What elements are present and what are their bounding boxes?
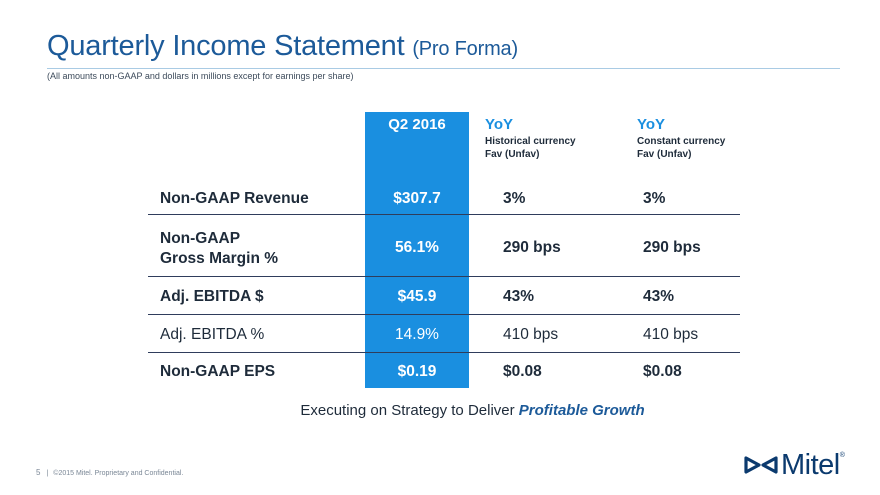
row-yoy-historical: 43% (503, 288, 535, 305)
row-label: Adj. EBITDA $ (160, 288, 264, 305)
q2-column-highlight (365, 112, 469, 388)
row-q2-value: 56.1% (395, 239, 439, 256)
copyright: ©2015 Mitel. Proprietary and Confidentia… (53, 470, 184, 477)
header-yoy-historical-title: YoY (485, 116, 514, 133)
row-divider (148, 352, 740, 353)
row-yoy-constant: $0.08 (643, 363, 682, 380)
row-yoy-constant: 43% (643, 288, 675, 305)
row-yoy-constant: 290 bps (643, 239, 701, 256)
row-label: Non-GAAP Gross Margin % (160, 229, 278, 269)
header-yoy-constant-line1: Constant currency (637, 136, 726, 147)
header-yoy-constant-title: YoY (637, 116, 666, 133)
title-suffix: (Pro Forma) (412, 38, 518, 60)
row-q2-value: 14.9% (395, 326, 439, 343)
footer-separator: | (46, 470, 49, 477)
row-yoy-historical: 290 bps (503, 239, 561, 256)
row-yoy-constant: 410 bps (643, 326, 699, 343)
footer: 5 | ©2015 Mitel. Proprietary and Confident… (36, 468, 183, 477)
row-divider (148, 214, 740, 215)
header-yoy-historical-line2: Fav (Unfav) (485, 149, 540, 160)
row-q2-value: $307.7 (393, 190, 441, 207)
slide-title: Quarterly Income Statement (Pro Forma) (47, 30, 518, 63)
header-q2: Q2 2016 (388, 116, 446, 133)
mitel-logo-icon (744, 456, 778, 474)
row-q2-value: $0.19 (397, 363, 437, 380)
header-yoy-constant: YoY Constant currency Fav (Unfav) (637, 116, 725, 161)
row-divider (148, 276, 740, 277)
tagline: Executing on Strategy to Deliver Profita… (0, 402, 880, 419)
row-q2-value: $45.9 (397, 288, 437, 305)
row-label-line2: Gross Margin % (160, 250, 278, 267)
registered-mark: ® (839, 452, 845, 459)
row-yoy-historical: 3% (503, 190, 526, 207)
tagline-emphasis: Profitable Growth (518, 402, 645, 419)
header-yoy-historical: YoY Historical currency Fav (Unfav) (485, 116, 576, 161)
row-yoy-historical: 410 bps (503, 326, 559, 343)
page-number: 5 (36, 468, 41, 477)
row-label: Non-GAAP EPS (160, 363, 276, 380)
title-divider (47, 68, 840, 69)
amounts-note: (All amounts non-GAAP and dollars in mil… (47, 71, 354, 81)
header-yoy-historical-line1: Historical currency (485, 136, 576, 147)
header-yoy-constant-line2: Fav (Unfav) (637, 149, 692, 160)
row-yoy-constant: 3% (643, 190, 666, 207)
row-label: Adj. EBITDA % (160, 326, 265, 343)
title-main: Quarterly Income Statement (47, 30, 405, 62)
row-yoy-historical: $0.08 (503, 363, 542, 380)
row-divider (148, 314, 740, 315)
row-label: Non-GAAP Revenue (160, 190, 309, 207)
mitel-logo: Mitel ® (744, 450, 845, 480)
tagline-lead: Executing on Strategy to Deliver (300, 402, 515, 419)
row-label-line1: Non-GAAP (160, 230, 241, 247)
logo-wordmark: Mitel (781, 449, 840, 481)
